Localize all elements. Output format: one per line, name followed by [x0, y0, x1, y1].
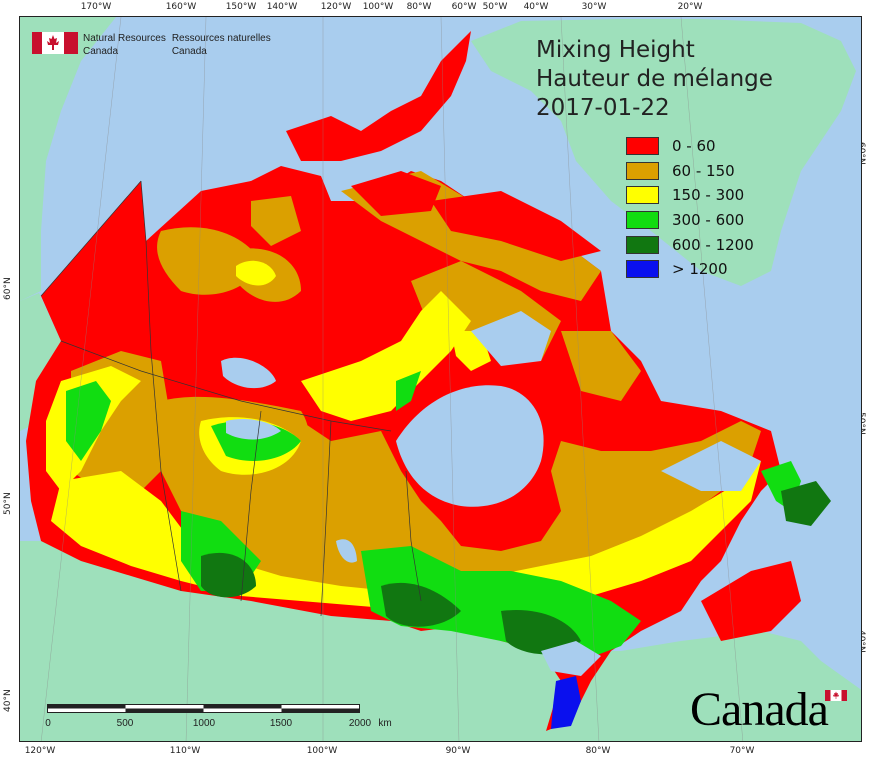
lon-label-top: 150°W	[225, 2, 257, 12]
lon-label-top: 40°W	[523, 2, 549, 12]
legend-label: 60 - 150	[672, 161, 735, 180]
legend-item: 60 - 150	[626, 159, 754, 184]
map-title: Mixing Height Hauteur de mélange 2017-01…	[536, 36, 773, 123]
lon-label-bottom: 80°W	[585, 746, 611, 756]
lon-label-top: 20°W	[677, 2, 703, 12]
legend: 0 - 60 60 - 150 150 - 300 300 - 600 600 …	[626, 134, 754, 282]
graticule-line	[41, 17, 122, 741]
mixing-height-map	[20, 17, 861, 741]
zone-over-1200	[551, 676, 581, 729]
map-frame	[19, 16, 862, 742]
agency-name-en: Natural Resources Canada	[83, 33, 166, 57]
lon-label-top: 60°W	[451, 2, 477, 12]
lon-label-top: 80°W	[406, 2, 432, 12]
legend-label: 300 - 600	[672, 211, 745, 230]
lon-label-top: 170°W	[80, 2, 112, 12]
scale-label: 1500	[269, 718, 293, 729]
great-lakes	[541, 641, 601, 676]
title-english: Mixing Height	[536, 37, 695, 63]
alaska-land	[20, 17, 116, 301]
lon-label-bottom: 120°W	[24, 746, 56, 756]
legend-item: 300 - 600	[626, 208, 754, 233]
legend-item: 150 - 300	[626, 183, 754, 208]
legend-swatch	[626, 235, 659, 254]
title-french: Hauteur de mélange	[536, 66, 773, 92]
gulf-st-lawrence	[661, 441, 761, 491]
lon-label-top: 160°W	[165, 2, 197, 12]
lon-label-bottom: 70°W	[729, 746, 755, 756]
lon-label-top: 30°W	[581, 2, 607, 12]
scale-label: 0	[45, 718, 51, 729]
legend-swatch	[626, 161, 659, 180]
lon-label-bottom: 100°W	[306, 746, 338, 756]
legend-swatch	[626, 211, 659, 230]
zone-300-600	[66, 381, 111, 461]
agency-name-fr: Ressources naturelles Canada	[171, 33, 271, 57]
wordmark-flag-icon	[825, 690, 847, 701]
scale-label: 500	[116, 718, 134, 729]
legend-swatch	[626, 260, 659, 279]
scale-bar	[47, 704, 360, 713]
legend-swatch	[626, 137, 659, 156]
lake-winnipeg	[336, 539, 357, 563]
usa-land	[20, 541, 861, 741]
legend-label: 600 - 1200	[672, 235, 754, 254]
lon-label-bottom: 90°W	[445, 746, 471, 756]
arctic-islands	[286, 31, 471, 161]
lat-label-left: 40°N	[3, 689, 13, 712]
greenland	[471, 19, 856, 286]
lon-label-top: 120°W	[320, 2, 352, 12]
legend-item: 600 - 1200	[626, 232, 754, 257]
lat-label-left: 60°N	[3, 277, 13, 300]
legend-item: > 1200	[626, 257, 754, 282]
lon-label-bottom: 110°W	[169, 746, 201, 756]
canada-flag-icon	[32, 32, 78, 54]
title-date: 2017-01-22	[536, 95, 670, 121]
hudson-bay	[396, 385, 544, 507]
legend-label: 150 - 300	[672, 186, 745, 205]
great-bear-lake	[221, 357, 276, 389]
lat-label-left: 50°N	[3, 492, 13, 515]
scale-unit: km	[378, 718, 392, 729]
lon-label-top: 140°W	[266, 2, 298, 12]
lon-label-top: 50°W	[482, 2, 508, 12]
great-slave-lake	[226, 419, 281, 440]
legend-item: 0 - 60	[626, 134, 754, 159]
legend-label: > 1200	[672, 260, 728, 279]
legend-swatch	[626, 186, 659, 205]
scale-label: 1000	[192, 718, 216, 729]
lon-label-top: 100°W	[362, 2, 394, 12]
canada-wordmark: Canada	[690, 683, 829, 736]
scale-label: 2000	[348, 718, 372, 729]
nrcan-logo: Natural Resources Canada Ressources natu…	[32, 32, 277, 58]
province-borders	[140, 180, 182, 592]
legend-label: 0 - 60	[672, 137, 716, 156]
foxe-basin	[471, 311, 551, 366]
